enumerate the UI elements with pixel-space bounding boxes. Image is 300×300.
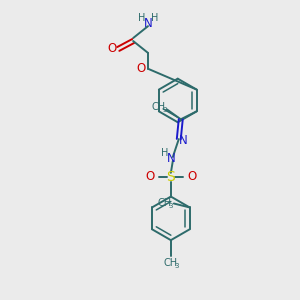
Text: N: N	[179, 134, 188, 147]
Text: N: N	[167, 152, 175, 165]
Text: O: O	[136, 62, 146, 75]
Text: H: H	[151, 13, 159, 23]
Text: O: O	[146, 170, 155, 183]
Text: CH: CH	[164, 258, 178, 268]
Text: 3: 3	[169, 203, 173, 209]
Text: 3: 3	[175, 263, 179, 269]
Text: H: H	[138, 13, 146, 23]
Text: 3: 3	[163, 107, 167, 113]
Text: CH: CH	[152, 102, 166, 112]
Text: S: S	[167, 170, 175, 184]
Text: O: O	[108, 42, 117, 56]
Text: O: O	[187, 170, 196, 183]
Text: CH: CH	[158, 197, 172, 208]
Text: H: H	[161, 148, 169, 158]
Text: N: N	[144, 17, 152, 30]
